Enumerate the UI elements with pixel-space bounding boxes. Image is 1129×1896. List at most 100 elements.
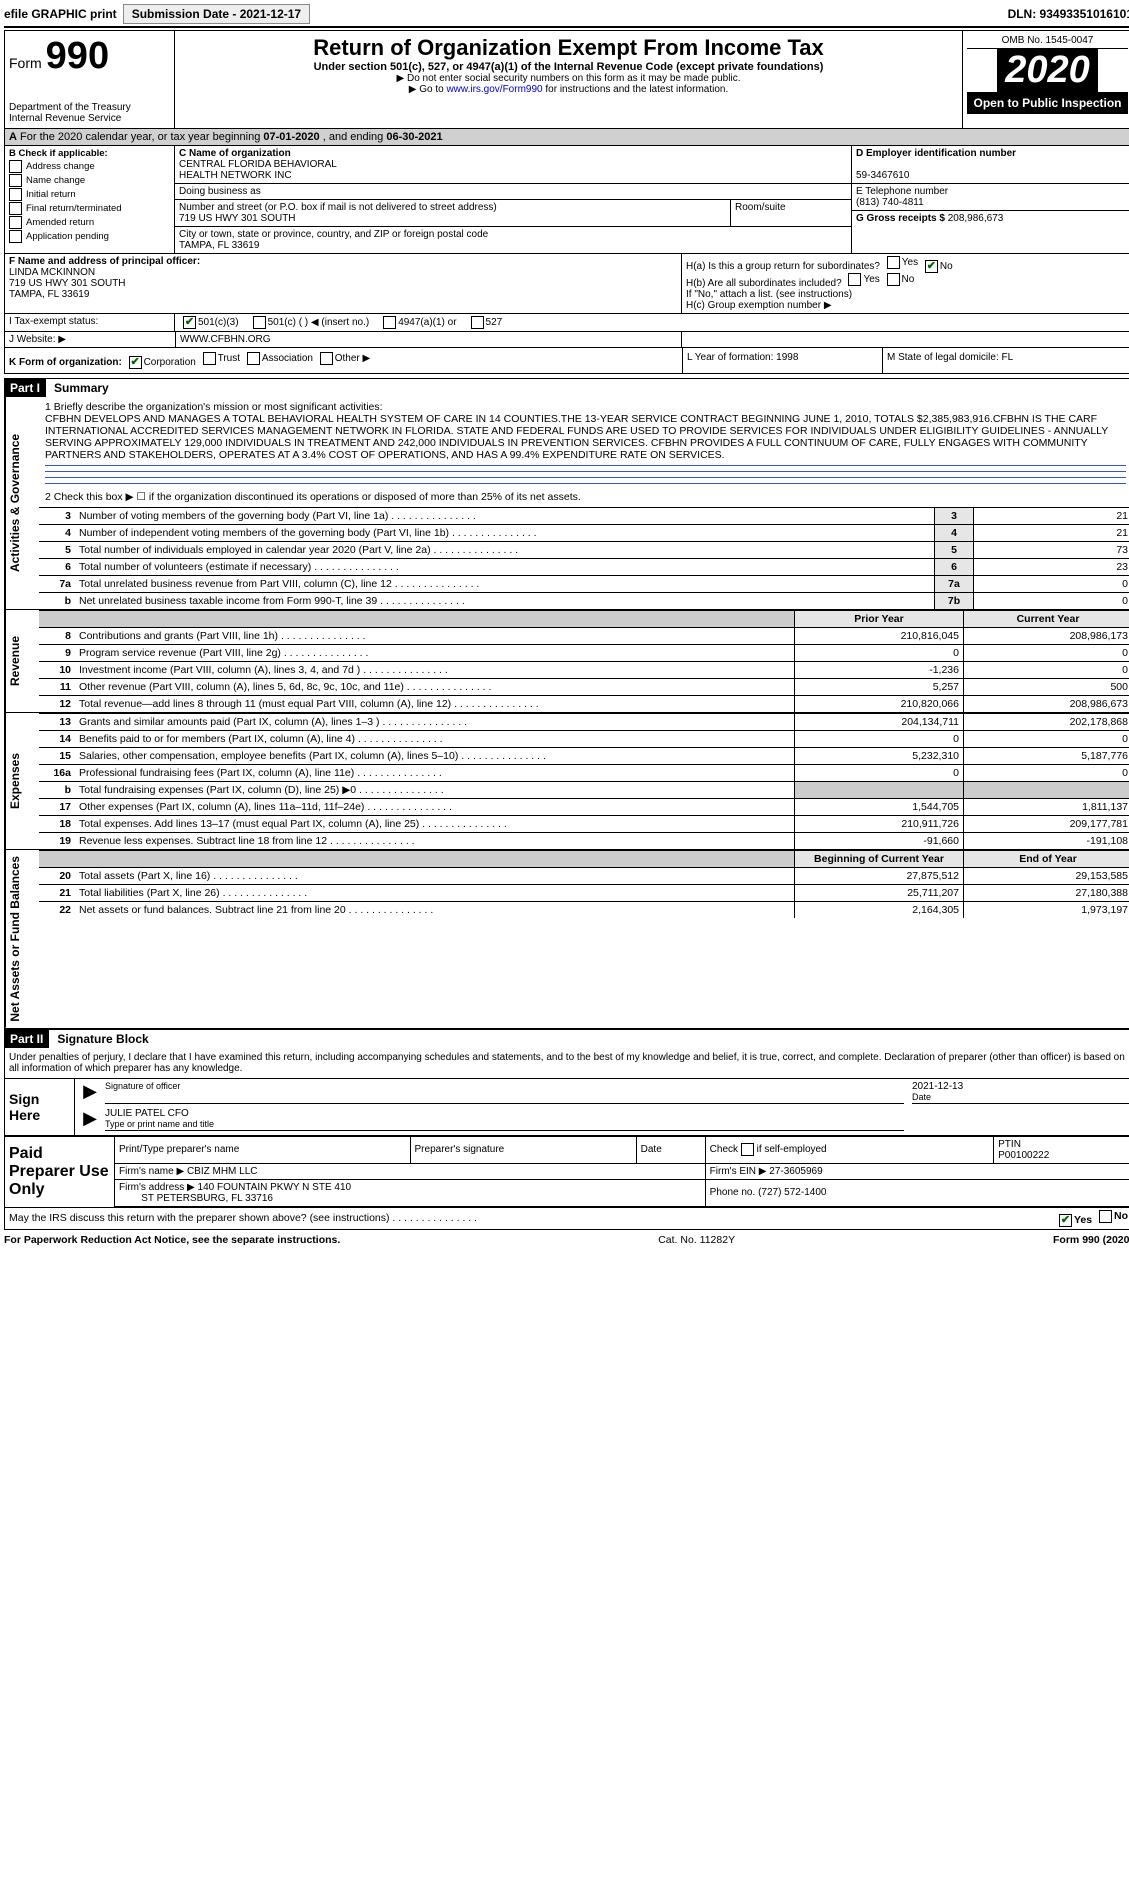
officer-group-row: F Name and address of principal officer:… bbox=[4, 254, 1129, 314]
table-row: 13Grants and similar amounts paid (Part … bbox=[39, 714, 1129, 731]
checkbox-icon[interactable] bbox=[203, 352, 216, 365]
checkbox-icon[interactable] bbox=[471, 316, 484, 329]
part2-title: Signature Block bbox=[57, 1032, 148, 1046]
line-value: 0 bbox=[974, 576, 1129, 593]
cb-initial-return: Initial return bbox=[26, 189, 76, 200]
checkbox-icon[interactable] bbox=[1099, 1210, 1112, 1223]
line-desc: Program service revenue (Part VIII, line… bbox=[75, 645, 795, 662]
identity-block: B Check if applicable: Address change Na… bbox=[4, 146, 1129, 254]
header-right: OMB No. 1545-0047 2020 Open to Public In… bbox=[962, 31, 1129, 128]
line-key: 4 bbox=[935, 525, 974, 542]
table-row: 9Program service revenue (Part VIII, lin… bbox=[39, 645, 1129, 662]
no-label: No bbox=[1114, 1210, 1128, 1222]
checkbox-icon[interactable] bbox=[848, 273, 861, 286]
j-empty bbox=[682, 332, 1129, 347]
paid-preparer-label: Paid Preparer Use Only bbox=[5, 1137, 115, 1207]
line-number: 21 bbox=[39, 885, 75, 902]
ein-phone-block: D Employer identification number 59-3467… bbox=[852, 146, 1129, 253]
checkbox-icon[interactable] bbox=[9, 230, 22, 243]
line-value: 0 bbox=[974, 593, 1129, 610]
cb-address-change: Address change bbox=[26, 161, 95, 172]
form-note2: ▶ Go to www.irs.gov/Form990 for instruct… bbox=[179, 84, 958, 95]
officer-addr2: TAMPA, FL 33619 bbox=[9, 289, 89, 300]
checkbox-icon[interactable] bbox=[9, 174, 22, 187]
website-url[interactable]: WWW.CFBHN.ORG bbox=[175, 332, 682, 347]
line-desc: Investment income (Part VIII, column (A)… bbox=[75, 662, 795, 679]
room-label: Room/suite bbox=[735, 202, 786, 213]
line-value: 73 bbox=[974, 542, 1129, 559]
current-year-value: 0 bbox=[964, 662, 1129, 679]
mission-text: CFBHN DEVELOPS AND MANAGES A TOTAL BEHAV… bbox=[45, 413, 1126, 461]
checkbox-checked-icon[interactable]: ✔ bbox=[925, 260, 938, 273]
note2b: for instructions and the latest informat… bbox=[545, 84, 728, 95]
line-number: b bbox=[39, 593, 75, 610]
checkbox-icon[interactable] bbox=[887, 273, 900, 286]
opt-501c3: 501(c)(3) bbox=[198, 317, 239, 328]
cb-name-change: Name change bbox=[26, 175, 85, 186]
prior-year-value: 210,816,045 bbox=[795, 628, 964, 645]
checkbox-icon[interactable] bbox=[253, 316, 266, 329]
line-number: 4 bbox=[39, 525, 75, 542]
prior-year-value: -91,660 bbox=[795, 833, 964, 850]
ptin-cell: PTIN P00100222 bbox=[994, 1137, 1129, 1164]
firm-addr1: 140 FOUNTAIN PKWY N STE 410 bbox=[198, 1182, 352, 1193]
current-year-value: 208,986,673 bbox=[964, 696, 1129, 713]
period-mid: , and ending bbox=[323, 131, 387, 143]
period-begin: 07-01-2020 bbox=[263, 131, 319, 143]
checkbox-icon[interactable] bbox=[887, 256, 900, 269]
line-desc: Net unrelated business taxable income fr… bbox=[75, 593, 935, 610]
checkbox-icon[interactable] bbox=[247, 352, 260, 365]
rule-line bbox=[45, 477, 1126, 479]
irs-link[interactable]: www.irs.gov/Form990 bbox=[446, 84, 542, 95]
line-desc: Number of voting members of the governin… bbox=[75, 508, 935, 525]
line-number: 16a bbox=[39, 765, 75, 782]
sign-here-body: ▶ Signature of officer 2021-12-13 Date ▶… bbox=[75, 1078, 1129, 1135]
prior-year-value: 5,257 bbox=[795, 679, 964, 696]
officer-printed-name: JULIE PATEL CFO bbox=[105, 1108, 189, 1119]
line-number: 11 bbox=[39, 679, 75, 696]
firm-name-value: CBIZ MHM LLC bbox=[187, 1166, 258, 1177]
line-number: 13 bbox=[39, 714, 75, 731]
checkbox-icon[interactable] bbox=[9, 188, 22, 201]
opt-other: Other ▶ bbox=[335, 353, 370, 364]
firm-phone-label: Phone no. bbox=[710, 1187, 756, 1198]
line-desc: Professional fundraising fees (Part IX, … bbox=[75, 765, 795, 782]
year-formation: L Year of formation: 1998 bbox=[682, 348, 882, 373]
k-block: K Form of organization: ✔Corporation Tru… bbox=[5, 348, 682, 373]
line-value: 21 bbox=[974, 525, 1129, 542]
checkbox-icon[interactable] bbox=[9, 160, 22, 173]
table-row: 3Number of voting members of the governi… bbox=[39, 508, 1129, 525]
cb-final-return: Final return/terminated bbox=[26, 203, 122, 214]
check-label: Check bbox=[710, 1144, 738, 1155]
ptin-label: PTIN bbox=[998, 1139, 1021, 1150]
firm-name-cell: Firm's name ▶ CBIZ MHM LLC bbox=[115, 1163, 705, 1179]
checkbox-icon[interactable] bbox=[320, 352, 333, 365]
prior-year-value: 1,544,705 bbox=[795, 799, 964, 816]
opt-corp: Corporation bbox=[144, 357, 196, 368]
line-desc: Total liabilities (Part X, line 26) bbox=[75, 885, 795, 902]
line-desc: Revenue less expenses. Subtract line 18 … bbox=[75, 833, 795, 850]
checkbox-icon[interactable] bbox=[741, 1143, 754, 1156]
form-header: Form 990 Department of the Treasury Inte… bbox=[4, 30, 1129, 129]
firm-ein-value: 27-3605969 bbox=[769, 1166, 822, 1177]
checkbox-checked-icon[interactable]: ✔ bbox=[129, 356, 142, 369]
submission-date-button[interactable]: Submission Date - 2021-12-17 bbox=[123, 4, 310, 24]
checkbox-icon[interactable] bbox=[383, 316, 396, 329]
expenses-label: Expenses bbox=[5, 713, 39, 849]
prior-year-value: 5,232,310 bbox=[795, 748, 964, 765]
checkbox-icon[interactable] bbox=[9, 202, 22, 215]
line-key: 7b bbox=[935, 593, 974, 610]
checkbox-checked-icon[interactable]: ✔ bbox=[183, 316, 196, 329]
firm-addr-label: Firm's address ▶ bbox=[119, 1182, 195, 1193]
period-text: For the 2020 calendar year, or tax year … bbox=[20, 131, 263, 143]
line-desc: Number of independent voting members of … bbox=[75, 525, 935, 542]
checkbox-checked-icon[interactable]: ✔ bbox=[1059, 1214, 1072, 1227]
rule-line bbox=[45, 483, 1126, 485]
begin-year-header: Beginning of Current Year bbox=[795, 851, 964, 868]
row-i-options: ✔501(c)(3) 501(c) ( ) ◀ (insert no.) 494… bbox=[175, 314, 1129, 331]
line-desc: Total revenue—add lines 8 through 11 (mu… bbox=[75, 696, 795, 713]
current-year-value: 1,973,197 bbox=[964, 902, 1129, 919]
discuss-row: May the IRS discuss this return with the… bbox=[4, 1208, 1129, 1230]
checkbox-icon[interactable] bbox=[9, 216, 22, 229]
tax-exempt-row: I Tax-exempt status: ✔501(c)(3) 501(c) (… bbox=[4, 314, 1129, 332]
